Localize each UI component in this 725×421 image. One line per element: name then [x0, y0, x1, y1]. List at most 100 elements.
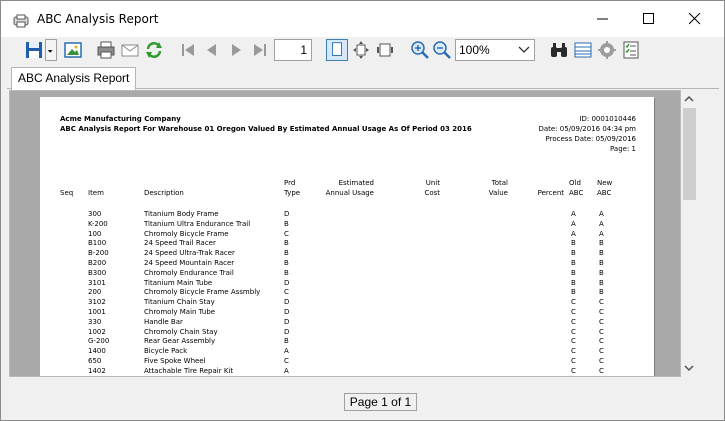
row-new-abc: B [599, 268, 604, 277]
first-page-button[interactable] [177, 39, 199, 61]
zoom-value: 100% [459, 43, 490, 57]
row-item: G-200 [88, 337, 110, 346]
settings-icon [598, 41, 616, 59]
vertical-scrollbar[interactable] [681, 90, 698, 377]
row-item: 100 [88, 229, 102, 238]
row-prd-type: D [284, 308, 290, 316]
settings-button[interactable] [596, 39, 618, 61]
row-item: B300 [88, 268, 107, 277]
row-item: 1400 [88, 347, 106, 356]
row-old-abc: C [571, 366, 576, 375]
row-description: Chromoly Bicycle Frame [144, 229, 229, 238]
row-old-abc: A [571, 229, 576, 238]
row-old-abc: B [571, 239, 576, 248]
zoom-in-button[interactable] [409, 39, 431, 61]
title-bar: ABC Analysis Report [1, 1, 724, 37]
close-icon [689, 13, 701, 25]
page-number-input[interactable]: 1 [274, 39, 312, 61]
row-description: Titanium Main Tube [144, 278, 213, 287]
row-old-abc: B [571, 259, 576, 267]
row-item: 3102 [88, 298, 106, 307]
find-button[interactable] [548, 39, 570, 61]
row-old-abc: B [571, 268, 576, 277]
maximize-icon [643, 13, 654, 24]
prev-page-icon [207, 44, 216, 56]
row-prd-type: C [284, 229, 289, 238]
row-description: Titanium Chain Stay [144, 298, 215, 307]
print-icon [97, 41, 115, 59]
zoom-out-icon [433, 41, 451, 59]
row-description: Attachable Tire Repair Kit [144, 366, 234, 375]
export-image-button[interactable] [62, 39, 84, 61]
page-setup-icon [574, 42, 592, 58]
close-button[interactable] [672, 1, 718, 37]
company-name: Acme Manufacturing Company [60, 115, 181, 123]
full-page-button[interactable] [374, 39, 396, 61]
row-old-abc: B [571, 249, 576, 258]
row-prd-type: B [284, 249, 289, 258]
row-prd-type: D [284, 298, 290, 307]
next-page-button[interactable] [225, 39, 247, 61]
zoom-out-button[interactable] [431, 39, 453, 61]
scrollbar-thumb[interactable] [683, 108, 696, 200]
header-new-abc-2: ABC [597, 189, 612, 197]
row-item: 200 [88, 288, 102, 297]
header-total-value-2: Value [488, 189, 508, 197]
row-prd-type: D [284, 317, 290, 326]
full-page-icon [377, 43, 393, 57]
previous-page-button[interactable] [201, 39, 223, 61]
row-old-abc: C [571, 357, 576, 365]
row-item: 1002 [88, 327, 106, 336]
header-seq: Seq [60, 189, 74, 197]
page-setup-button[interactable] [572, 39, 594, 61]
row-prd-type: B [284, 239, 289, 248]
report-page: Acme Manufacturing Company ABC Analysis … [40, 97, 654, 376]
first-page-icon [182, 44, 194, 56]
print-button[interactable] [95, 39, 117, 61]
scroll-down-icon[interactable] [681, 361, 698, 375]
row-old-abc: B [571, 288, 576, 297]
refresh-icon [146, 42, 162, 58]
row-prd-type: B [284, 219, 289, 228]
row-old-abc: A [571, 210, 576, 218]
row-old-abc: B [571, 278, 576, 287]
fit-page-button[interactable] [350, 39, 372, 61]
single-page-button[interactable] [326, 39, 348, 61]
export-dropdown-icon [47, 50, 53, 53]
last-page-icon [254, 44, 266, 56]
row-description: 24 Speed Trail Racer [144, 239, 216, 248]
row-old-abc: C [571, 337, 576, 346]
row-item: 3101 [88, 278, 106, 287]
next-page-icon [232, 44, 241, 56]
maximize-button[interactable] [626, 1, 672, 37]
row-description: Chromoly Endurance Trail [144, 268, 234, 277]
row-item: B100 [88, 239, 107, 248]
row-item: B-200 [88, 249, 109, 258]
scroll-up-icon[interactable] [681, 92, 698, 106]
row-prd-type: D [284, 210, 290, 218]
refresh-button[interactable] [143, 39, 165, 61]
save-button[interactable] [23, 39, 45, 61]
header-percent: Percent [537, 189, 564, 197]
row-old-abc: C [571, 317, 576, 326]
report-viewport[interactable]: Acme Manufacturing Company ABC Analysis … [9, 90, 681, 377]
row-item: 650 [88, 357, 102, 365]
minimize-button[interactable] [580, 1, 626, 37]
last-page-button[interactable] [249, 39, 271, 61]
row-new-abc: A [599, 219, 604, 228]
tab-abc-analysis-report[interactable]: ABC Analysis Report [11, 67, 137, 90]
email-button[interactable] [119, 39, 141, 61]
export-dropdown-button[interactable] [45, 39, 57, 61]
row-new-abc: C [599, 317, 604, 326]
image-icon [64, 42, 82, 58]
report-subtitle: ABC Analysis Report For Warehouse 01 Ore… [60, 125, 472, 133]
row-item: 300 [88, 210, 102, 218]
save-icon [26, 42, 42, 58]
row-new-abc: C [599, 347, 604, 356]
checklist-button[interactable] [620, 39, 642, 61]
row-description: Rear Gear Assembly [144, 337, 216, 346]
header-old-abc-1: Old [569, 179, 581, 187]
report-date: Date: 05/09/2016 04:34 pm [538, 125, 636, 133]
zoom-select[interactable]: 100% [455, 39, 535, 61]
minimize-icon [597, 18, 608, 20]
